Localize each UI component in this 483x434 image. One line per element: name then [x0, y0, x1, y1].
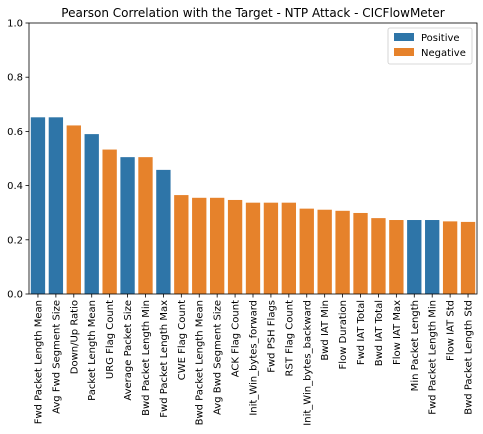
bar-25: [461, 222, 475, 294]
bar-9: [174, 195, 188, 294]
bar-2: [49, 117, 63, 294]
x-tick-label: Flow IAT Max: [392, 300, 403, 365]
bar-22: [407, 220, 421, 294]
x-tick-label: Init_Win_bytes_forward: [249, 300, 260, 416]
x-tick-label: Fwd Packet Length Min: [428, 300, 439, 415]
x-tick-label: Fwd Packet Length Max: [159, 300, 170, 418]
chart-title: Pearson Correlation with the Target - NT…: [61, 6, 444, 20]
x-tick-label: Min Packet Length: [410, 300, 421, 391]
bar-13: [246, 203, 260, 294]
y-tick-label: 0.4: [7, 181, 23, 192]
legend-swatch-positive: [394, 33, 414, 41]
x-tick-label: RST Flag Count: [284, 300, 295, 377]
legend-swatch-negative: [394, 48, 414, 56]
x-tick-label: Flow Duration: [338, 300, 349, 369]
bar-20: [371, 218, 385, 294]
bar-17: [318, 210, 332, 294]
bar-3: [67, 125, 81, 294]
bar-14: [264, 203, 278, 294]
bar-6: [120, 157, 134, 294]
bar-5: [102, 150, 116, 294]
x-tick-label: Init_Win_bytes_backward: [302, 300, 313, 426]
y-tick-label: 0.2: [7, 235, 23, 246]
bar-4: [85, 134, 99, 294]
legend: Positive Negative: [388, 28, 472, 64]
x-tick-label: Average Packet Size: [123, 300, 134, 401]
bar-7: [138, 157, 152, 294]
bar-21: [389, 220, 403, 294]
x-tick-label: Packet Length Mean: [87, 300, 98, 401]
x-axis: Fwd Packet Length Mean Avg Fwd Segment Si…: [33, 294, 474, 426]
x-tick-label: ACK Flag Count: [231, 300, 242, 377]
y-tick-label: 0.6: [7, 127, 23, 138]
bar-24: [443, 221, 457, 294]
x-tick-label: Bwd Packet Length Std: [464, 300, 475, 415]
y-tick-label: 1.0: [7, 19, 23, 30]
x-tick-label: Avg Bwd Segment Size: [213, 300, 224, 415]
legend-label-negative: Negative: [421, 48, 466, 59]
x-tick-label: Bwd IAT Min: [320, 300, 331, 361]
x-tick-label: Bwd Packet Length Mean: [195, 300, 206, 425]
bar-1: [31, 117, 45, 294]
x-tick-label: Down/Up Ratio: [69, 300, 80, 374]
bar-23: [425, 220, 439, 294]
x-tick-label: Flow IAT Std: [446, 300, 457, 361]
bar-16: [300, 209, 314, 294]
y-tick-label: 0.8: [7, 73, 23, 84]
x-tick-label: CWE Flag Count: [177, 300, 188, 380]
y-tick-label: 0.0: [7, 290, 23, 301]
bars-group: [31, 117, 475, 294]
y-axis: 0.0 0.2 0.4 0.6 0.8 1.0: [7, 19, 29, 301]
bar-11: [210, 198, 224, 294]
bar-19: [353, 213, 367, 294]
bar-18: [335, 211, 349, 294]
bar-8: [156, 170, 170, 294]
legend-label-positive: Positive: [421, 33, 460, 44]
x-tick-label: Bwd Packet Length Min: [141, 300, 152, 416]
x-tick-label: Avg Fwd Segment Size: [51, 300, 62, 414]
x-tick-label: Bwd IAT Total: [374, 300, 385, 366]
bar-15: [282, 203, 296, 294]
bar-12: [228, 200, 242, 294]
x-tick-label: Fwd PSH Flags: [266, 300, 277, 373]
x-tick-label: Fwd Packet Length Mean: [33, 300, 44, 424]
bar-10: [192, 198, 206, 294]
x-tick-label: URG Flag Count: [105, 300, 116, 379]
x-tick-label: Fwd IAT Total: [356, 300, 367, 365]
